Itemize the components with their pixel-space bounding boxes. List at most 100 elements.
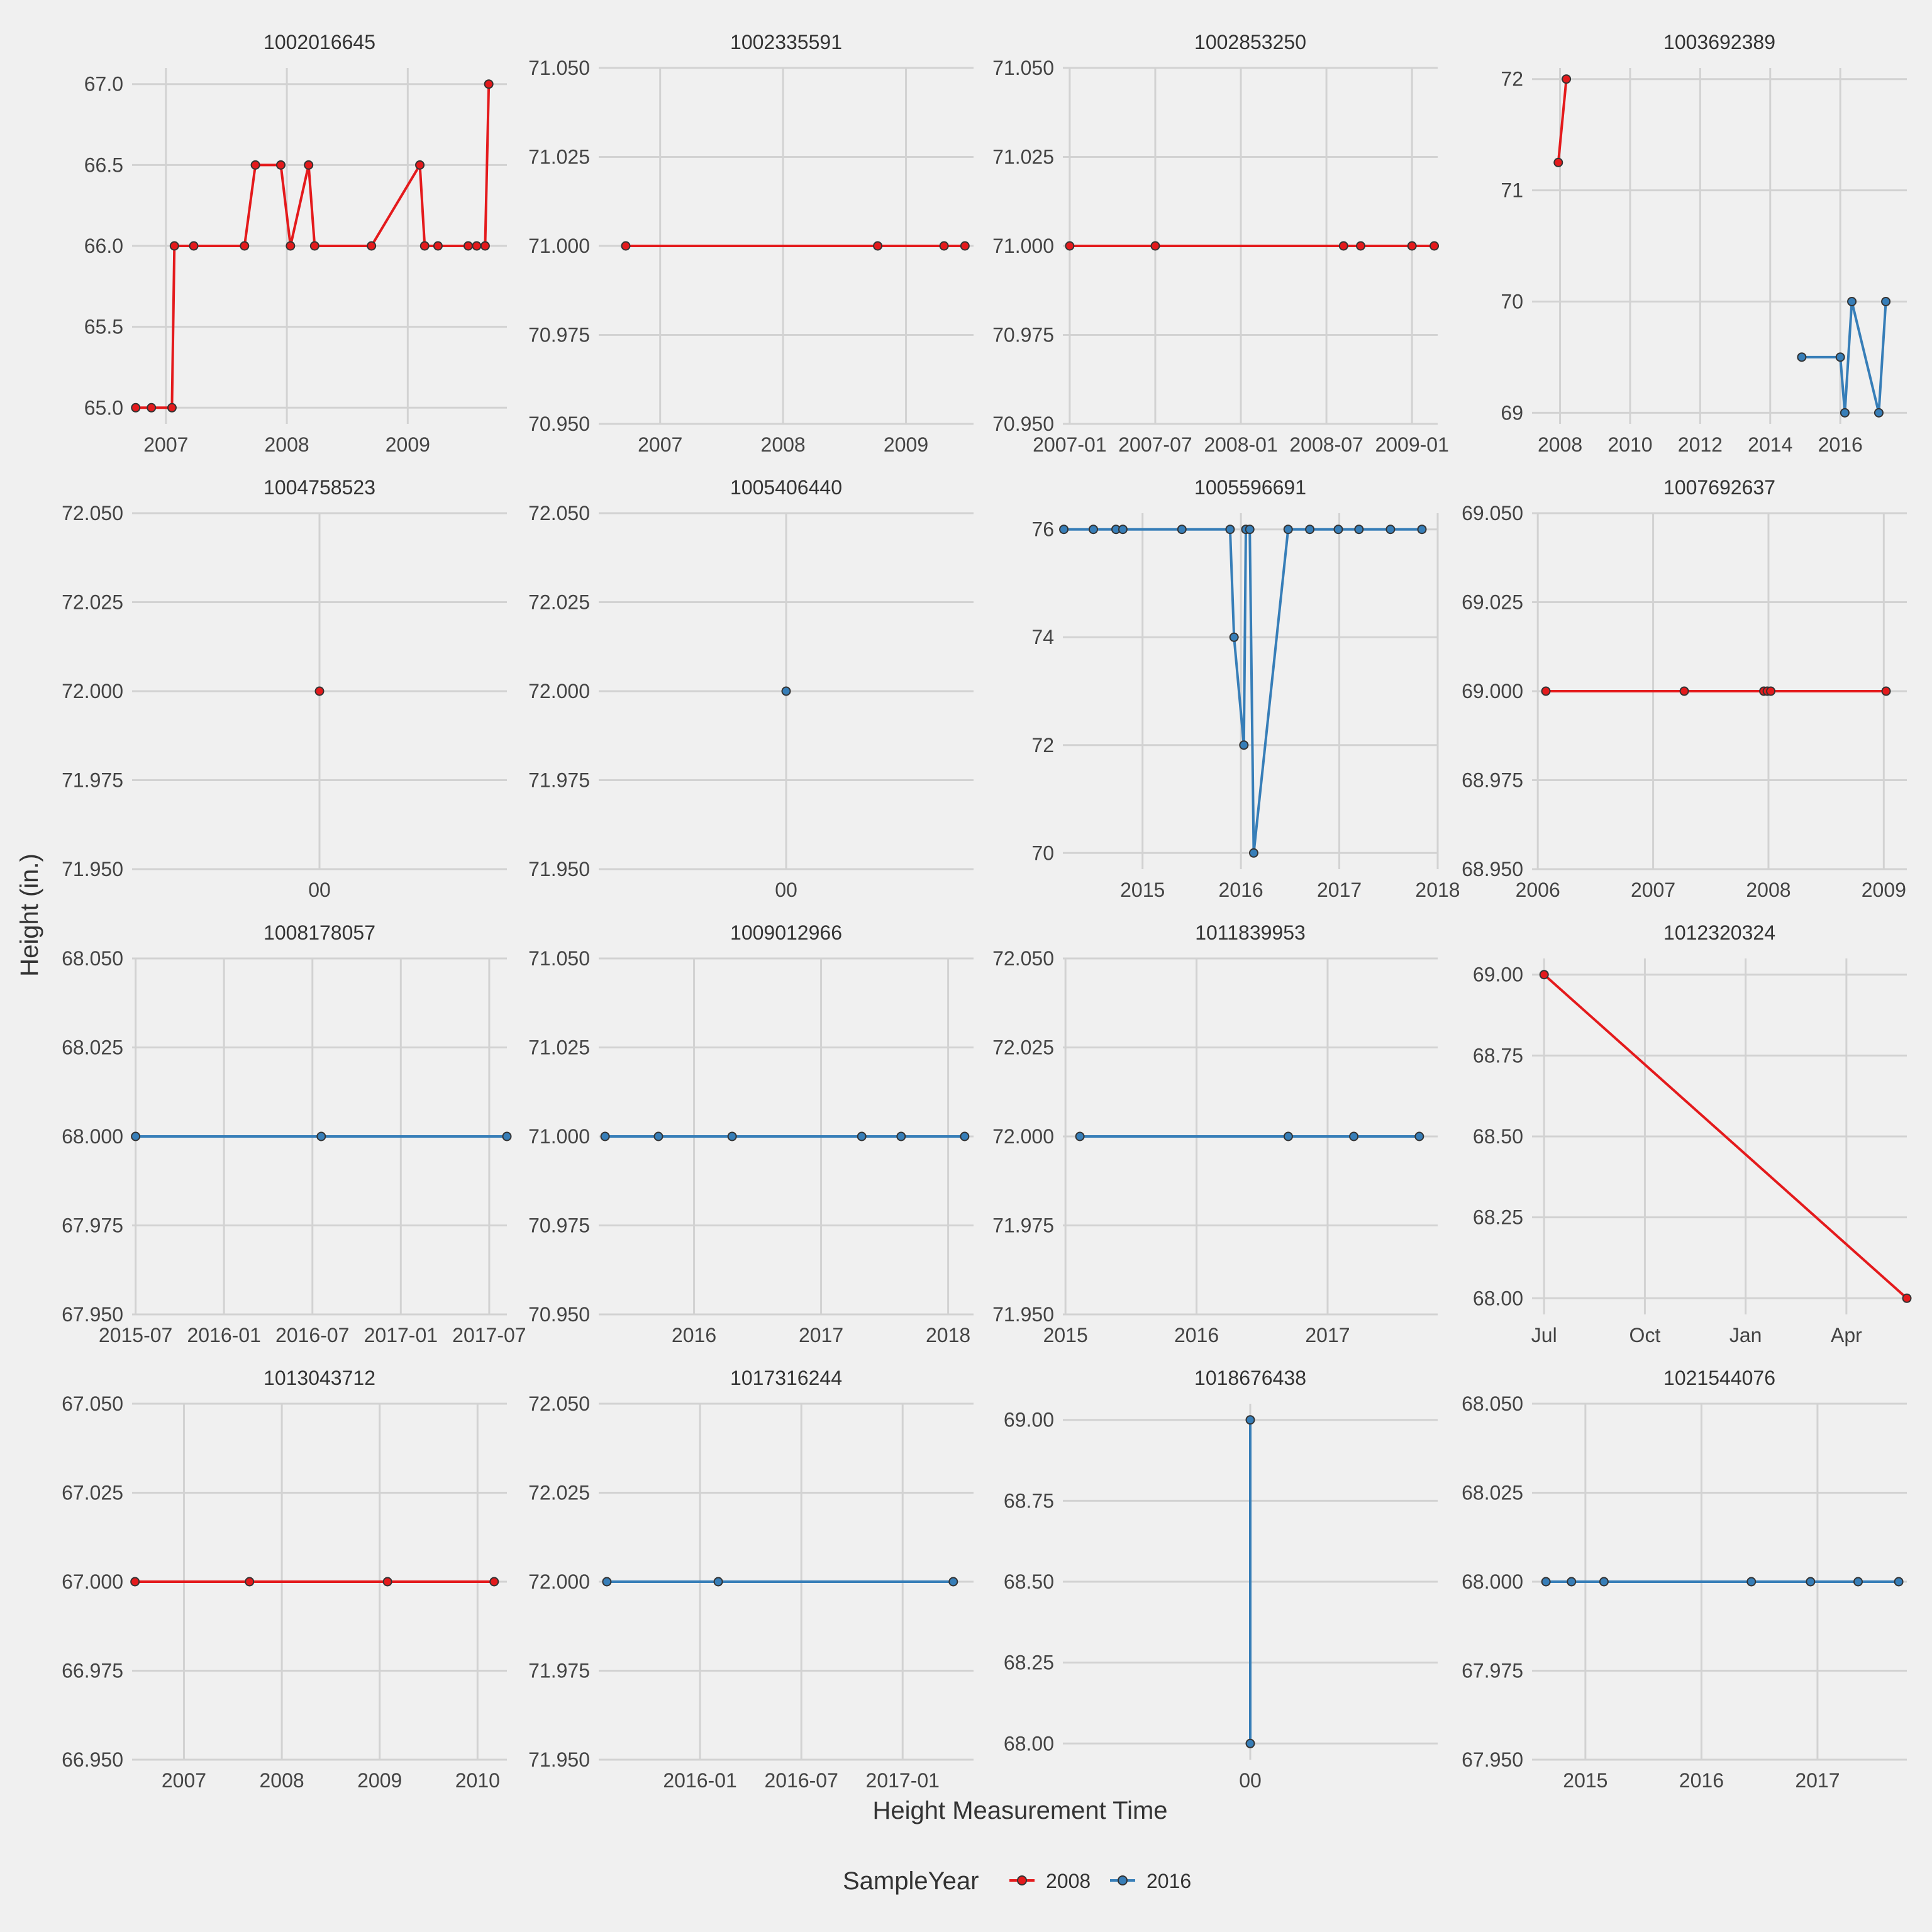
y-tick-label: 66.5	[84, 153, 123, 176]
x-tick-label: 2007-01	[1033, 433, 1106, 456]
y-axis-title: Height (in.)	[16, 853, 43, 977]
y-tick-label: 69.00	[1473, 963, 1523, 986]
legend-label-2016: 2016	[1146, 1870, 1191, 1892]
y-tick-label: 71.050	[528, 57, 590, 79]
data-point-2008	[489, 1577, 499, 1587]
data-point-2008	[147, 402, 157, 413]
data-point-2008	[1679, 686, 1689, 696]
y-tick-label: 72	[1031, 734, 1054, 757]
x-tick-label: 2016	[1818, 433, 1863, 456]
x-tick-label: 2015	[1120, 879, 1165, 901]
y-tick-label: 71.975	[528, 1660, 590, 1682]
panel-1007692637: 1007692637 68.950 68.975 69.000 69.025 69.050…	[1462, 476, 1907, 901]
data-point-2016	[316, 1131, 326, 1141]
x-tick-label: 2017-01	[866, 1769, 940, 1792]
data-point-2008	[367, 241, 377, 251]
data-point-2016	[1088, 525, 1098, 535]
y-tick-label: 68.950	[1462, 858, 1523, 880]
data-point-2008	[1881, 686, 1891, 696]
data-point-2008	[1356, 241, 1366, 251]
x-tick-label: 2009	[386, 433, 430, 456]
data-point-2016	[1248, 848, 1258, 858]
data-point-2016	[1118, 525, 1128, 535]
data-point-2016	[1567, 1577, 1577, 1587]
data-point-2016	[1245, 1738, 1255, 1748]
x-tick-label: 00	[1239, 1769, 1262, 1792]
x-tick-label: Jul	[1531, 1324, 1557, 1346]
legend-entry-2008: 2008	[1009, 1870, 1091, 1892]
y-tick-label: 71.950	[62, 858, 123, 880]
data-point-2016	[1225, 525, 1235, 535]
x-tick-label: 2015	[1563, 1769, 1607, 1792]
y-tick-label: 74	[1031, 626, 1054, 648]
data-point-2016	[1385, 525, 1396, 535]
x-tick-label: 2012	[1678, 433, 1723, 456]
legend-key-2008-point	[1017, 1875, 1027, 1885]
y-tick-label: 72.050	[992, 947, 1054, 970]
panel-title: 1002016645	[264, 31, 375, 53]
x-tick-label: 2018	[1415, 879, 1460, 901]
y-tick-label: 68.000	[62, 1125, 123, 1148]
data-point-2016	[1245, 1415, 1255, 1425]
y-tick-label: 72.050	[528, 1392, 590, 1415]
x-tick-label: 2017	[1305, 1324, 1350, 1346]
data-point-2016	[1874, 408, 1884, 418]
y-tick-label: 72.050	[62, 502, 123, 525]
x-tick-label: 2009	[884, 433, 928, 456]
panel-title: 1004758523	[264, 476, 375, 499]
data-point-2008	[472, 241, 482, 251]
data-point-2016	[1177, 525, 1187, 535]
data-point-2016	[1746, 1577, 1757, 1587]
y-tick-label: 66.975	[62, 1660, 123, 1682]
x-tick-label: 2008	[761, 433, 806, 456]
x-tick-label: 2010	[1607, 433, 1652, 456]
y-tick-label: 76	[1031, 518, 1054, 541]
y-tick-label: 69.050	[1462, 502, 1523, 525]
y-tick-label: 71.025	[528, 146, 590, 169]
facet-panels: 1002016645 65.0 65.5 66.0 66.5 67.0 2007 2008 20…	[62, 31, 1912, 1792]
x-tick-label: 2009	[357, 1769, 402, 1792]
data-point-2008	[415, 160, 425, 170]
x-tick-label: 2016	[1219, 879, 1263, 901]
x-tick-label: 00	[308, 879, 331, 901]
y-tick-label: 67.975	[62, 1214, 123, 1237]
x-tick-label: 2008	[1538, 433, 1582, 456]
data-point-2008	[309, 241, 319, 251]
x-tick-label: Apr	[1831, 1324, 1862, 1346]
x-tick-label: 2007	[638, 433, 682, 456]
data-point-2008	[873, 241, 883, 251]
y-tick-label: 67.025	[62, 1482, 123, 1504]
panel-1011839953: 1011839953 71.950 71.975 72.000 72.025 72.050…	[992, 921, 1438, 1346]
x-tick-label: 2006	[1516, 879, 1560, 901]
legend: SampleYear 2008 2016	[843, 1867, 1191, 1895]
y-tick-label: 68.25	[1473, 1206, 1523, 1229]
y-tick-label: 68.050	[62, 947, 123, 970]
x-tick-label: 2017-07	[452, 1324, 526, 1346]
data-point-2016	[1835, 352, 1845, 362]
x-tick-label: 2017-01	[364, 1324, 438, 1346]
y-tick-label: 71.975	[528, 769, 590, 792]
series-line-2008	[1557, 79, 1568, 163]
data-point-2008	[419, 241, 430, 251]
data-point-2016	[1797, 352, 1807, 362]
y-tick-label: 71.025	[528, 1036, 590, 1059]
y-tick-label: 68.000	[1462, 1570, 1523, 1593]
data-point-2008	[1430, 241, 1440, 251]
legend-label-2008: 2008	[1046, 1870, 1091, 1892]
x-tick-label: 2018	[926, 1324, 970, 1346]
x-tick-label: 2014	[1748, 433, 1792, 456]
y-tick-label: 67.950	[62, 1303, 123, 1326]
y-tick-label: 71.950	[992, 1303, 1054, 1326]
data-point-2008	[960, 241, 970, 251]
y-tick-label: 67.975	[1462, 1660, 1523, 1682]
x-tick-label: 2008	[264, 433, 309, 456]
panel-1009012966: 1009012966 70.950 70.975 71.000 71.025 71.050…	[528, 921, 974, 1346]
x-tick-label: 2007	[1631, 879, 1675, 901]
x-tick-label: 2016-07	[275, 1324, 349, 1346]
data-point-2016	[1414, 1131, 1424, 1141]
data-point-2016	[1894, 1577, 1904, 1587]
x-tick-label: Jan	[1729, 1324, 1762, 1346]
y-tick-label: 71.000	[528, 235, 590, 257]
data-point-2008	[1902, 1293, 1912, 1303]
